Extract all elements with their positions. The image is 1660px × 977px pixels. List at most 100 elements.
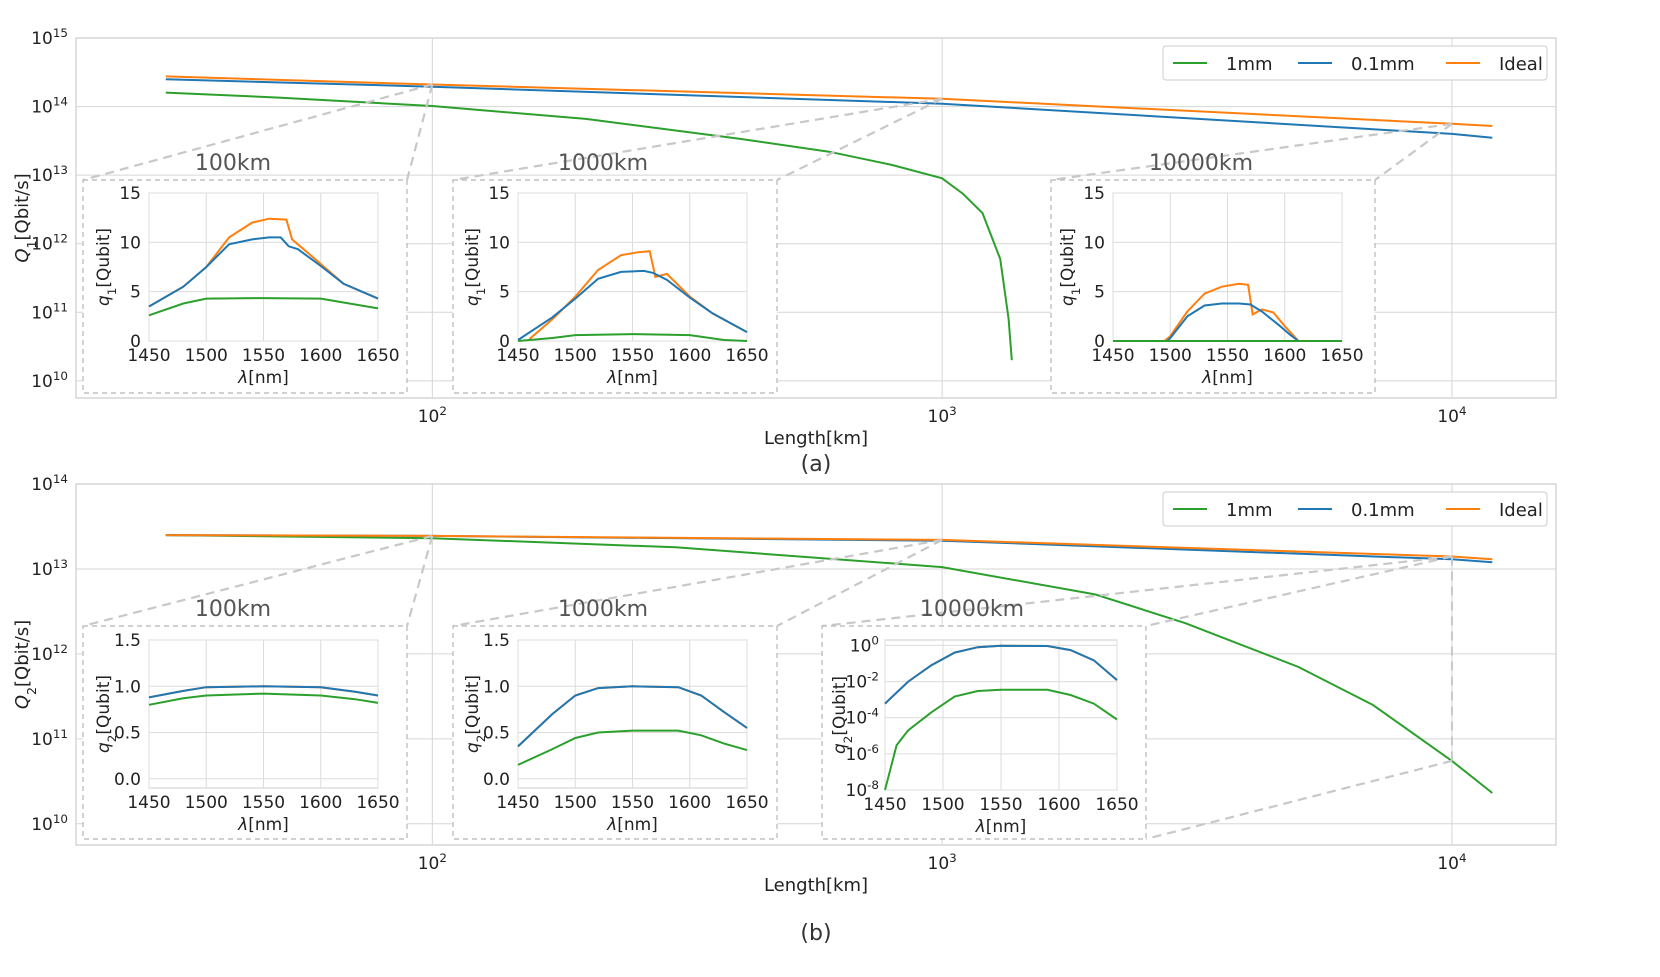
inset-y-tick-label: 0.5 (114, 724, 141, 744)
y-tick-label: 1013 (31, 163, 68, 186)
x-tick-label: 102 (418, 404, 447, 427)
inset-x-axis-label: λ[nm] (975, 817, 1027, 837)
x-tick-label: 104 (1437, 851, 1466, 874)
inset-x-tick-label: 1650 (356, 793, 399, 813)
zoom-connector (1145, 759, 1453, 841)
inset-x-tick-label: 1650 (356, 346, 399, 366)
inset-title: 100km (195, 151, 271, 176)
inset-x-tick-label: 1600 (299, 793, 342, 813)
x-axis-label: Length[km] (764, 428, 868, 449)
inset-y-tick-label: 10 (119, 233, 141, 253)
legend-box (1162, 45, 1548, 81)
panel-caption: (b) (800, 921, 831, 946)
x-tick-label: 102 (418, 851, 447, 874)
inset-y-tick-label: 10-2 (846, 670, 880, 693)
inset-y-tick-label: 1.0 (483, 677, 510, 697)
inset-y-axis-label: q1[Qubit] (1058, 228, 1083, 306)
zoom-connector (405, 535, 434, 627)
inset-x-tick-label: 1550 (242, 793, 285, 813)
inset-y-tick-label: 0.5 (483, 724, 510, 744)
inset-x-axis-label: λ[nm] (237, 368, 289, 388)
zoom-connector (1374, 122, 1453, 181)
inset-series-line-Ideal (1113, 282, 1342, 342)
legend-label: Ideal (1499, 500, 1543, 521)
inset-y-axis-label: q2[Qubit] (830, 676, 855, 754)
inset-y-tick-label: 0 (1094, 332, 1105, 352)
zoom-connector (452, 97, 943, 182)
inset-10000km: 10000km 1450 1500 1550 1600 1650 100 10-2 10-4 10… (821, 597, 1147, 840)
inset-x-tick-label: 1550 (979, 795, 1022, 815)
y-tick-label: 1012 (31, 642, 68, 665)
legend-label: Ideal (1499, 54, 1543, 75)
inset-y-tick-label: 10 (488, 233, 510, 253)
inset-series-line-0.1mm (517, 685, 748, 748)
inset-series-line-1mm (517, 333, 748, 342)
inset-x-tick-label: 1600 (299, 346, 342, 366)
y-tick-label: 1014 (31, 95, 68, 118)
inset-series-line-1mm (884, 688, 1118, 791)
inset-series-line-1mm (148, 297, 379, 317)
inset-y-tick-label: 10-8 (846, 778, 880, 801)
inset-x-tick-label: 1600 (1037, 795, 1080, 815)
inset-x-tick-label: 1550 (1206, 346, 1249, 366)
inset-x-tick-label: 1600 (668, 793, 711, 813)
inset-x-tick-label: 1600 (668, 346, 711, 366)
inset-1000km: 1000km 1450 1500 1550 1600 1650 0.0 0.5 1.0 1.5 λ[… (452, 597, 778, 840)
inset-series-line-0.1mm (1113, 302, 1342, 342)
inset-x-tick-label: 1500 (185, 346, 228, 366)
inset-y-tick-label: 5 (130, 283, 141, 303)
legend-label: 1mm (1226, 54, 1273, 75)
inset-title: 1000km (558, 597, 648, 622)
y-tick-label: 1014 (31, 472, 68, 495)
zoom-connector (82, 83, 433, 182)
x-tick-label: 104 (1437, 404, 1466, 427)
y-tick-label: 1010 (31, 812, 68, 835)
inset-x-tick-label: 1450 (496, 346, 539, 366)
inset-series-line-0.1mm (884, 644, 1118, 705)
inset-x-tick-label: 1650 (1095, 795, 1138, 815)
panel-b: 102 103 104 1010 1011 1012 1013 1014 1mm 0.1mm Ide… (12, 472, 1557, 946)
inset-y-tick-label: 5 (499, 283, 510, 303)
inset-series-line-0.1mm (517, 269, 748, 341)
inset-y-tick-label: 0 (130, 332, 141, 352)
inset-x-tick-label: 1550 (611, 793, 654, 813)
panel-caption: (a) (801, 452, 832, 477)
inset-x-tick-label: 1600 (1263, 346, 1306, 366)
x-tick-label: 103 (928, 851, 957, 874)
inset-x-tick-label: 1650 (725, 793, 768, 813)
legend-label: 0.1mm (1351, 54, 1415, 75)
inset-y-tick-label: 10 (1083, 233, 1105, 253)
zoom-connector (405, 84, 434, 181)
zoom-connector (82, 534, 433, 628)
inset-x-tick-label: 1500 (1149, 346, 1192, 366)
inset-x-tick-label: 1500 (554, 346, 597, 366)
inset-x-tick-label: 1450 (127, 346, 170, 366)
inset-y-axis-label: q2[Qubit] (94, 675, 119, 753)
zoom-connector (1050, 122, 1453, 182)
inset-y-axis-label: q1[Qubit] (94, 228, 119, 306)
inset-y-tick-label: 15 (119, 184, 141, 204)
inset-x-tick-label: 1550 (611, 346, 654, 366)
inset-y-axis-label: q1[Qubit] (463, 228, 488, 306)
y-axis-label: Q2[Qbit/s] (12, 620, 39, 709)
inset-100km: 100km 1450 1500 1550 1600 1650 0.0 0.5 1.0 1.5 λ[n… (82, 597, 408, 840)
inset-y-tick-label: 1.5 (114, 631, 141, 651)
y-tick-label: 1015 (31, 26, 68, 49)
inset-x-tick-label: 1450 (863, 795, 906, 815)
inset-x-axis-label: λ[nm] (606, 368, 658, 388)
inset-x-tick-label: 1450 (127, 793, 170, 813)
inset-title: 1000km (558, 151, 648, 176)
inset-x-tick-label: 1550 (242, 346, 285, 366)
inset-x-tick-label: 1500 (554, 793, 597, 813)
series-line-1mm (165, 91, 1013, 361)
inset-y-tick-label: 15 (488, 184, 510, 204)
inset-x-tick-label: 1650 (725, 346, 768, 366)
y-tick-label: 1012 (31, 232, 68, 255)
inset-series-line-0.1mm (148, 236, 379, 308)
inset-x-axis-label: λ[nm] (1201, 368, 1253, 388)
inset-100km: 100km 1450 1500 1550 1600 1650 0 5 10 15 λ[nm] q1[Q… (82, 151, 408, 394)
legend-box (1162, 491, 1548, 527)
series-line-1mm (165, 534, 1493, 794)
inset-series-line-0.1mm (148, 685, 379, 699)
